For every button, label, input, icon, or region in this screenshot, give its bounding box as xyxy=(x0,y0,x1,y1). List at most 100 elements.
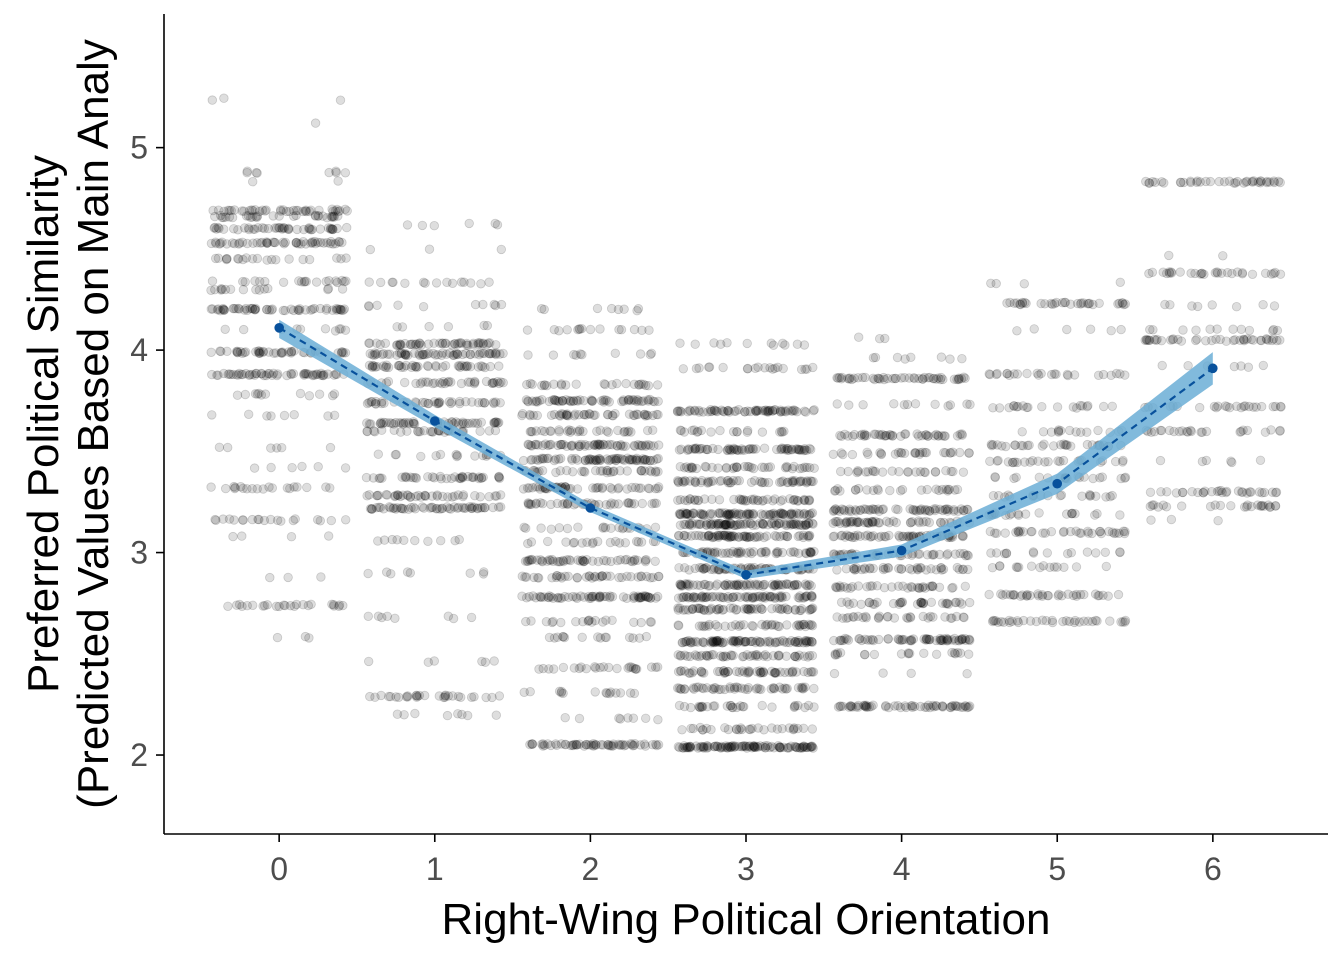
data-point xyxy=(707,462,717,473)
data-point xyxy=(452,451,462,462)
data-point xyxy=(585,454,595,464)
data-point xyxy=(454,338,464,348)
data-point xyxy=(1246,501,1257,512)
data-point xyxy=(1224,403,1235,413)
data-point xyxy=(549,325,560,335)
data-point xyxy=(767,723,777,733)
data-point xyxy=(569,396,579,406)
data-point xyxy=(334,600,345,610)
data-point xyxy=(613,425,623,436)
data-point xyxy=(1015,299,1025,309)
data-point xyxy=(484,349,495,359)
data-point xyxy=(579,396,589,406)
data-point xyxy=(342,222,352,233)
data-point xyxy=(584,409,594,419)
x-tick-label: 2 xyxy=(581,851,599,887)
data-point xyxy=(905,648,915,659)
data-point xyxy=(1269,301,1280,311)
data-point xyxy=(316,370,326,380)
data-point xyxy=(329,389,340,399)
data-point xyxy=(940,431,950,441)
data-point xyxy=(598,395,609,405)
data-point xyxy=(411,690,422,701)
data-point xyxy=(259,515,270,526)
data-point xyxy=(537,395,547,405)
data-point xyxy=(327,599,337,610)
data-point xyxy=(468,472,478,483)
data-point xyxy=(985,456,995,467)
data-point xyxy=(558,439,569,450)
data-point xyxy=(1115,547,1125,558)
data-point xyxy=(239,206,249,216)
data-point xyxy=(338,600,348,611)
data-point xyxy=(489,656,499,666)
data-point xyxy=(315,303,326,314)
data-point xyxy=(562,465,572,476)
data-point xyxy=(584,441,594,451)
data-point xyxy=(438,491,448,502)
data-point xyxy=(585,454,595,464)
data-point xyxy=(313,515,323,525)
data-point xyxy=(1166,514,1177,525)
data-point xyxy=(539,380,550,391)
data-point xyxy=(251,368,261,379)
data-point xyxy=(1023,402,1033,413)
data-point xyxy=(291,237,302,248)
data-point xyxy=(428,348,438,359)
data-point xyxy=(518,409,528,419)
data-point xyxy=(636,379,646,389)
data-point xyxy=(1035,562,1045,573)
data-point xyxy=(219,304,229,315)
data-point xyxy=(465,362,476,372)
data-point xyxy=(374,473,384,484)
data-point xyxy=(587,396,598,407)
data-point xyxy=(328,239,338,249)
data-point xyxy=(276,347,286,358)
data-point xyxy=(636,396,647,407)
data-point xyxy=(228,303,238,314)
data-point xyxy=(443,611,454,621)
data-point xyxy=(207,369,217,380)
data-point xyxy=(371,349,381,360)
data-point xyxy=(365,349,375,359)
data-point xyxy=(365,244,376,255)
data-point xyxy=(226,205,236,216)
data-point xyxy=(433,398,444,408)
data-point xyxy=(902,399,913,410)
data-point xyxy=(644,325,654,335)
data-point xyxy=(465,377,476,387)
data-point xyxy=(413,426,423,436)
data-point xyxy=(737,724,747,735)
data-point xyxy=(728,592,738,602)
data-point xyxy=(445,348,455,358)
data-point xyxy=(723,724,734,735)
data-point xyxy=(367,504,377,514)
data-point xyxy=(289,601,300,612)
data-point xyxy=(362,426,372,436)
data-point xyxy=(222,442,233,453)
data-point xyxy=(1034,508,1044,518)
data-point xyxy=(481,376,492,387)
data-point xyxy=(688,593,698,603)
data-point xyxy=(252,484,262,494)
data-point xyxy=(624,426,634,436)
data-point xyxy=(394,361,404,371)
data-point xyxy=(222,254,232,264)
data-point xyxy=(389,503,399,513)
data-point xyxy=(475,348,486,358)
data-point xyxy=(431,278,442,288)
data-point xyxy=(523,538,533,549)
data-point xyxy=(441,473,452,484)
data-point xyxy=(467,418,478,428)
data-point xyxy=(361,472,372,483)
data-point xyxy=(556,439,566,450)
data-point xyxy=(1227,268,1237,279)
data-point xyxy=(792,339,803,349)
data-point xyxy=(391,449,401,460)
data-point xyxy=(341,276,351,286)
data-point xyxy=(650,556,660,567)
data-point xyxy=(450,349,461,360)
data-point xyxy=(790,580,800,590)
data-point xyxy=(1201,455,1212,466)
data-point xyxy=(861,702,872,712)
